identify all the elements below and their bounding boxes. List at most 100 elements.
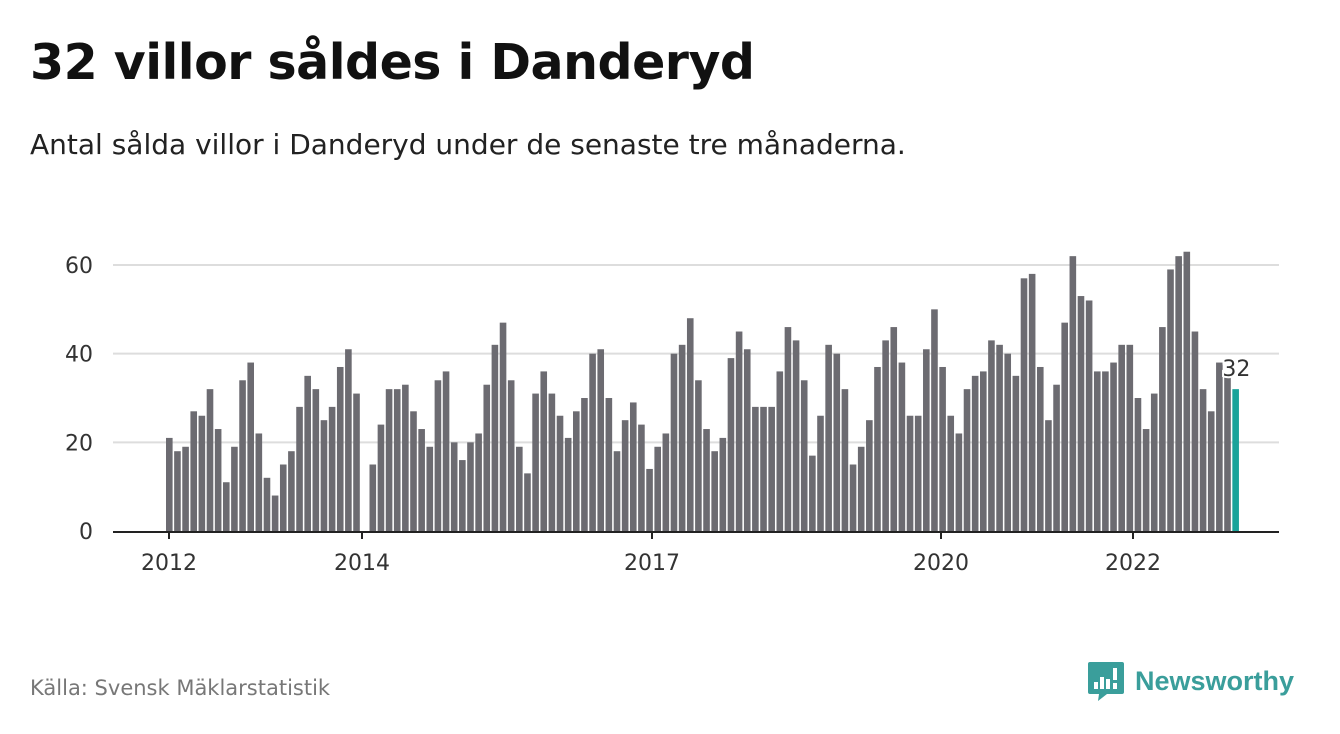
bar: [279, 464, 287, 531]
bar: [336, 366, 344, 531]
bar: [296, 406, 303, 531]
bar: [686, 318, 694, 531]
bar: [410, 411, 417, 531]
bar: [939, 366, 946, 531]
bar: [1150, 393, 1158, 531]
bar: [1061, 322, 1068, 531]
bar: [548, 393, 556, 531]
bar: [947, 415, 955, 531]
x-axis: [113, 531, 1279, 539]
bar: [882, 340, 889, 531]
bar: [1159, 327, 1166, 531]
x-tick-label: 2022: [1105, 551, 1161, 576]
bar: [621, 420, 629, 531]
bar: [255, 433, 263, 531]
bar: [247, 362, 254, 531]
bar: [328, 406, 336, 531]
bar: [743, 349, 751, 531]
bars: [166, 251, 1239, 531]
bar: [613, 451, 621, 531]
bar: [1028, 273, 1036, 531]
bar: [174, 451, 181, 531]
bar: [857, 446, 865, 531]
x-tick-label: 2017: [624, 551, 680, 576]
highlight-bar: [1232, 389, 1239, 531]
bar: [629, 402, 637, 531]
bar: [491, 344, 499, 531]
bar: [377, 424, 385, 531]
bar: [190, 411, 198, 531]
bar: [898, 362, 906, 531]
x-tick-label: 2020: [913, 551, 969, 576]
bar: [1093, 371, 1101, 531]
bar: [426, 446, 434, 531]
bar: [597, 349, 605, 531]
bar: [564, 437, 572, 531]
bar: [800, 380, 808, 531]
bar: [483, 384, 491, 531]
bar: [1216, 362, 1223, 531]
bar: [516, 446, 523, 531]
bar: [1053, 384, 1060, 531]
bar: [589, 353, 596, 531]
bar: [369, 464, 377, 531]
bar: [963, 389, 971, 531]
bar: [231, 446, 238, 531]
bar: [703, 429, 710, 531]
bar: [467, 442, 474, 531]
bar: [776, 371, 784, 531]
y-tick-label: 40: [65, 343, 93, 368]
bar: [166, 437, 173, 531]
bar: [402, 384, 409, 531]
bar: [239, 380, 246, 531]
bar: [442, 371, 450, 531]
bar: [760, 406, 767, 531]
bar: [1207, 411, 1215, 531]
bar: [833, 353, 841, 531]
bar: [1020, 278, 1028, 531]
bar: [654, 446, 661, 531]
bar: [573, 411, 580, 531]
y-tick-label: 0: [79, 520, 93, 545]
highlight-value-label: 32: [1222, 357, 1250, 382]
bar: [1012, 375, 1020, 531]
bar: [695, 380, 702, 531]
bar: [784, 327, 792, 531]
bar: [385, 389, 393, 531]
bar: [980, 371, 987, 531]
bar: [198, 415, 206, 531]
bar: [849, 464, 857, 531]
bar: [890, 327, 898, 531]
bar: [792, 340, 800, 531]
bar: [670, 353, 678, 531]
bar: [1045, 420, 1052, 531]
bar: [320, 420, 328, 531]
chart-title: 32 villor såldes i Danderyd: [30, 34, 755, 91]
tick-labels: 0 20 40 60 32 2012 2014 2017 2020 2022: [65, 254, 1252, 576]
bar: [1004, 353, 1012, 531]
bar: [971, 375, 979, 531]
bar: [263, 477, 271, 531]
bar: [955, 433, 963, 531]
bar: [809, 455, 816, 531]
bar: [817, 415, 824, 531]
bar: [499, 322, 507, 531]
bar: [1085, 300, 1093, 531]
y-tick-label: 20: [65, 431, 93, 456]
bar: [711, 451, 718, 531]
bar: [206, 389, 214, 531]
bar: [768, 406, 775, 531]
bar: [646, 468, 653, 531]
bar: [532, 393, 539, 531]
bar-chart-speech-bubble-icon: [1088, 662, 1124, 701]
bar: [182, 446, 189, 531]
bar: [988, 340, 995, 531]
bar-chart: 0 20 40 60 32 2012 2014 2017 2020 2022: [65, 251, 1279, 576]
bar: [752, 406, 759, 531]
bar: [1118, 344, 1125, 531]
brand-name: Newsworthy: [1135, 665, 1295, 696]
bar: [556, 415, 564, 531]
bar: [735, 331, 743, 531]
bar: [1134, 398, 1142, 531]
bar: [866, 420, 873, 531]
